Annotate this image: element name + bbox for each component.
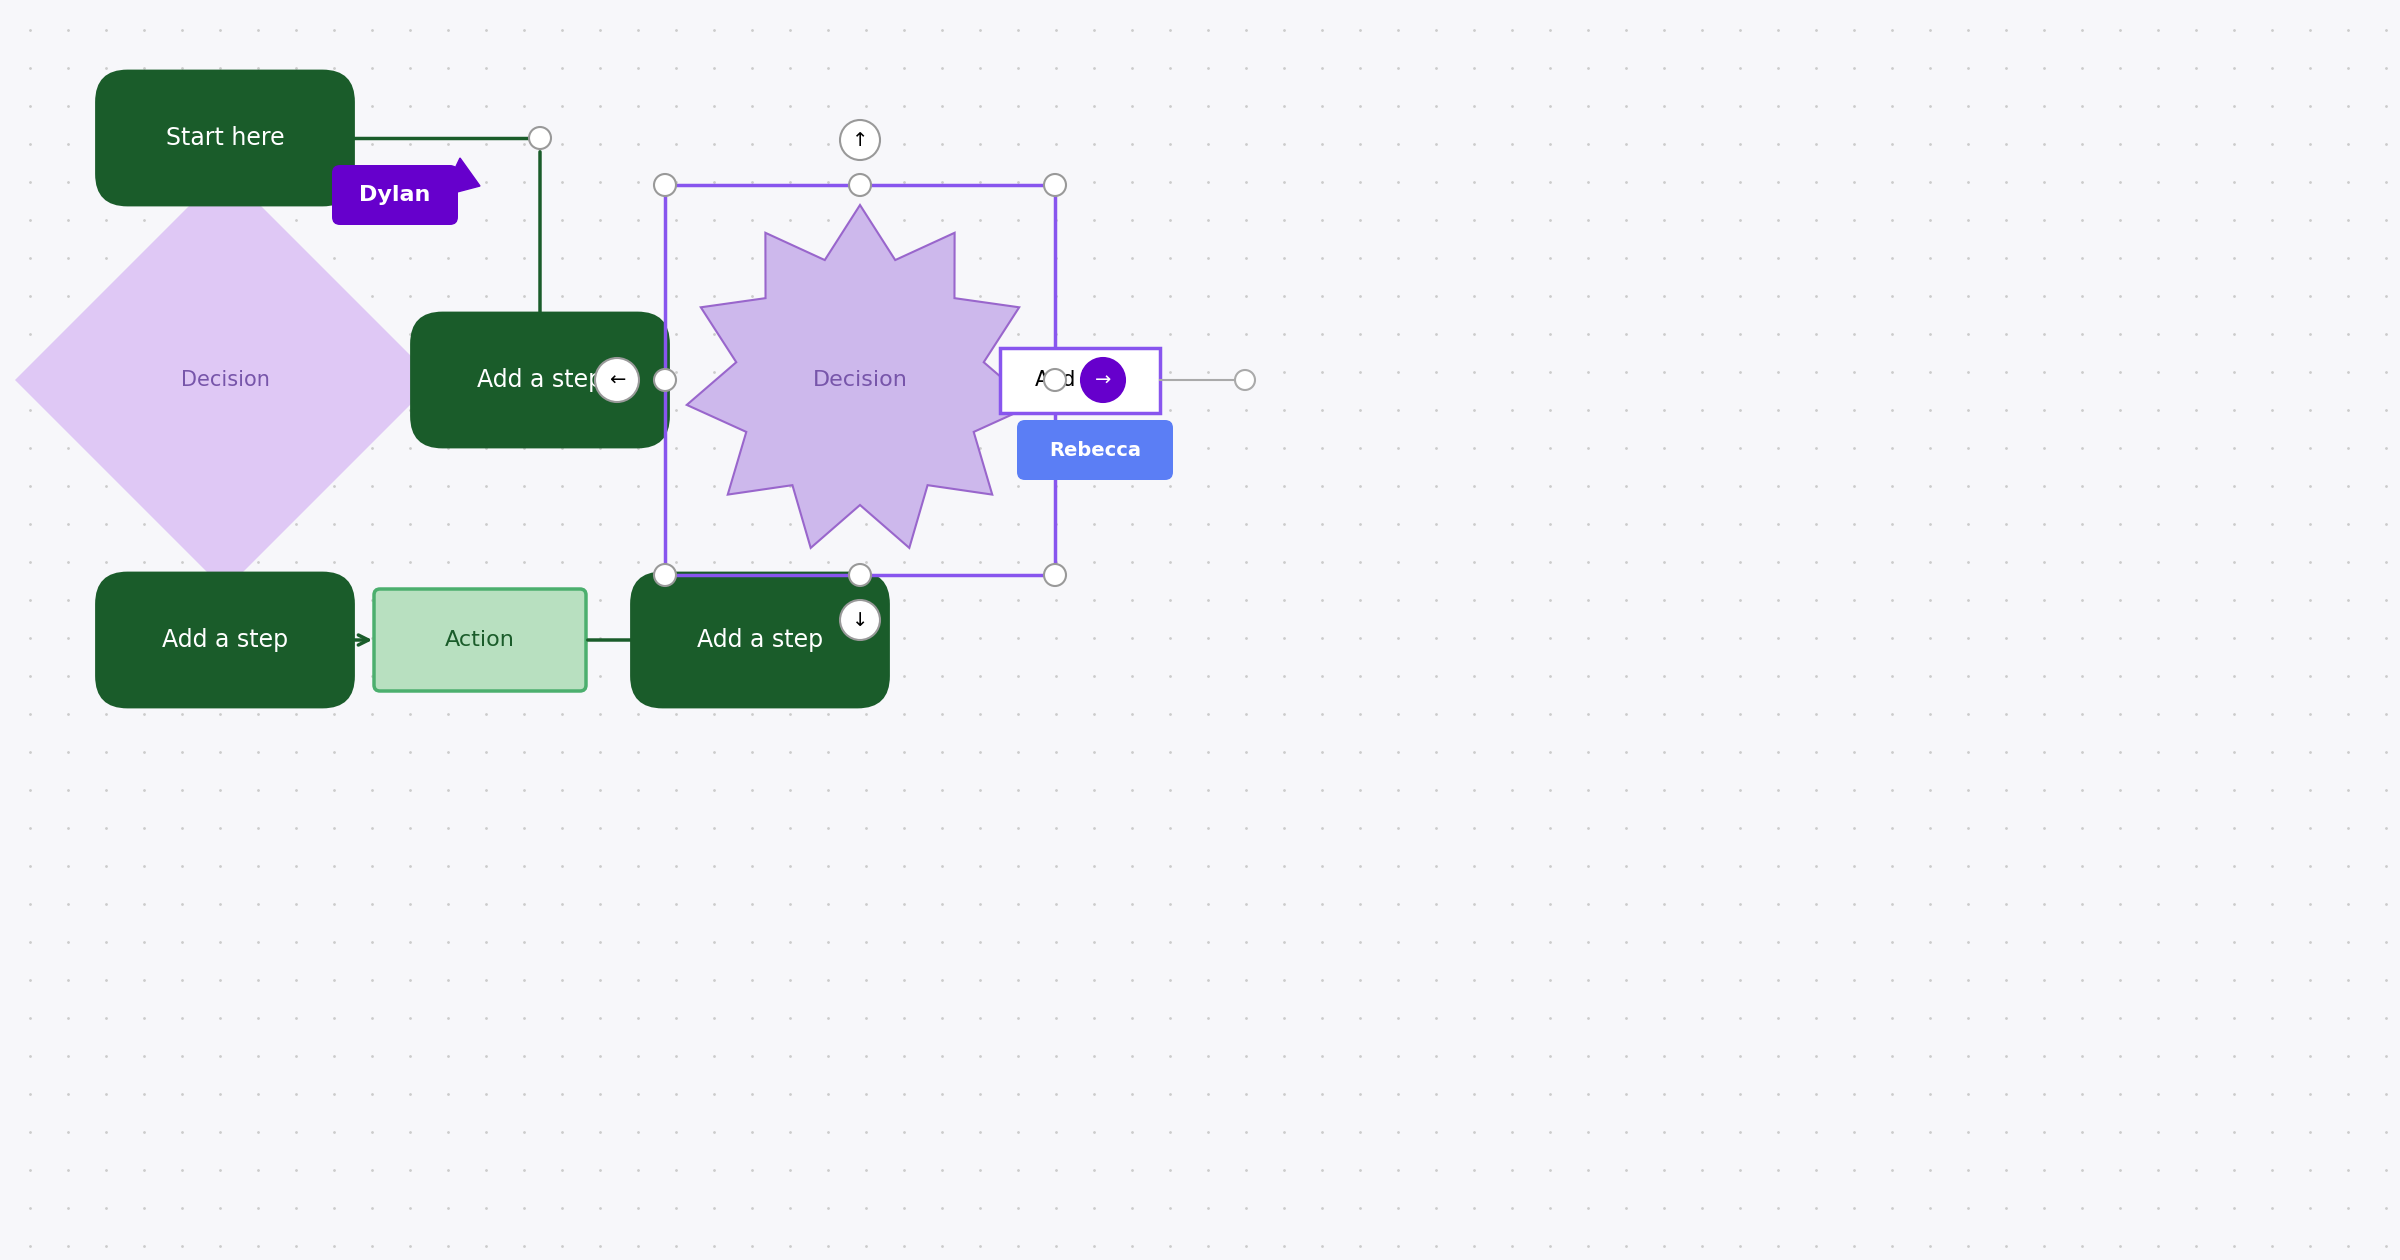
Circle shape <box>1044 369 1066 391</box>
Text: Start here: Start here <box>166 126 283 150</box>
Text: Action: Action <box>444 630 516 650</box>
Text: Dylan: Dylan <box>360 185 430 205</box>
Text: Add a step: Add a step <box>478 368 602 392</box>
FancyBboxPatch shape <box>96 572 355 708</box>
Circle shape <box>653 369 677 391</box>
Text: ↓: ↓ <box>852 611 869 630</box>
Circle shape <box>653 174 677 197</box>
FancyBboxPatch shape <box>331 165 458 226</box>
Circle shape <box>840 120 881 160</box>
FancyBboxPatch shape <box>631 572 890 708</box>
Text: ←: ← <box>610 370 624 389</box>
FancyBboxPatch shape <box>410 311 670 449</box>
Text: Decision: Decision <box>814 370 907 391</box>
Circle shape <box>1080 358 1126 402</box>
FancyBboxPatch shape <box>1018 420 1174 480</box>
Text: Rebecca: Rebecca <box>1049 441 1140 460</box>
Polygon shape <box>442 158 480 197</box>
Circle shape <box>850 564 871 586</box>
Circle shape <box>850 174 871 197</box>
Circle shape <box>595 358 638 402</box>
Polygon shape <box>686 205 1034 548</box>
Bar <box>665 185 1056 575</box>
Text: →: → <box>1094 370 1111 389</box>
Text: Decision: Decision <box>180 370 269 391</box>
Text: Add a step: Add a step <box>696 627 823 651</box>
Circle shape <box>1044 174 1066 197</box>
Text: Add a step: Add a step <box>161 627 288 651</box>
Text: ↑: ↑ <box>852 131 869 150</box>
Bar <box>1001 348 1159 412</box>
Circle shape <box>653 564 677 586</box>
Polygon shape <box>14 170 434 590</box>
Text: Add Text: Add Text <box>1034 370 1126 391</box>
Circle shape <box>528 127 552 149</box>
FancyBboxPatch shape <box>96 69 355 207</box>
Circle shape <box>840 600 881 640</box>
Circle shape <box>1236 370 1255 391</box>
Circle shape <box>1044 564 1066 586</box>
FancyBboxPatch shape <box>374 588 586 690</box>
